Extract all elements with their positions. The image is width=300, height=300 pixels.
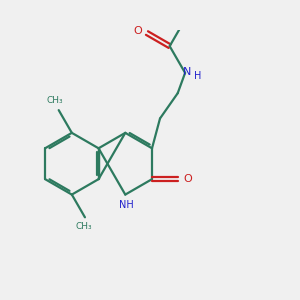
Text: NH: NH [119, 200, 134, 210]
Text: CH₃: CH₃ [76, 222, 92, 231]
Text: O: O [183, 174, 192, 184]
Text: CH₃: CH₃ [47, 97, 64, 106]
Text: N: N [183, 67, 192, 77]
Text: O: O [134, 26, 142, 36]
Text: H: H [194, 71, 201, 81]
